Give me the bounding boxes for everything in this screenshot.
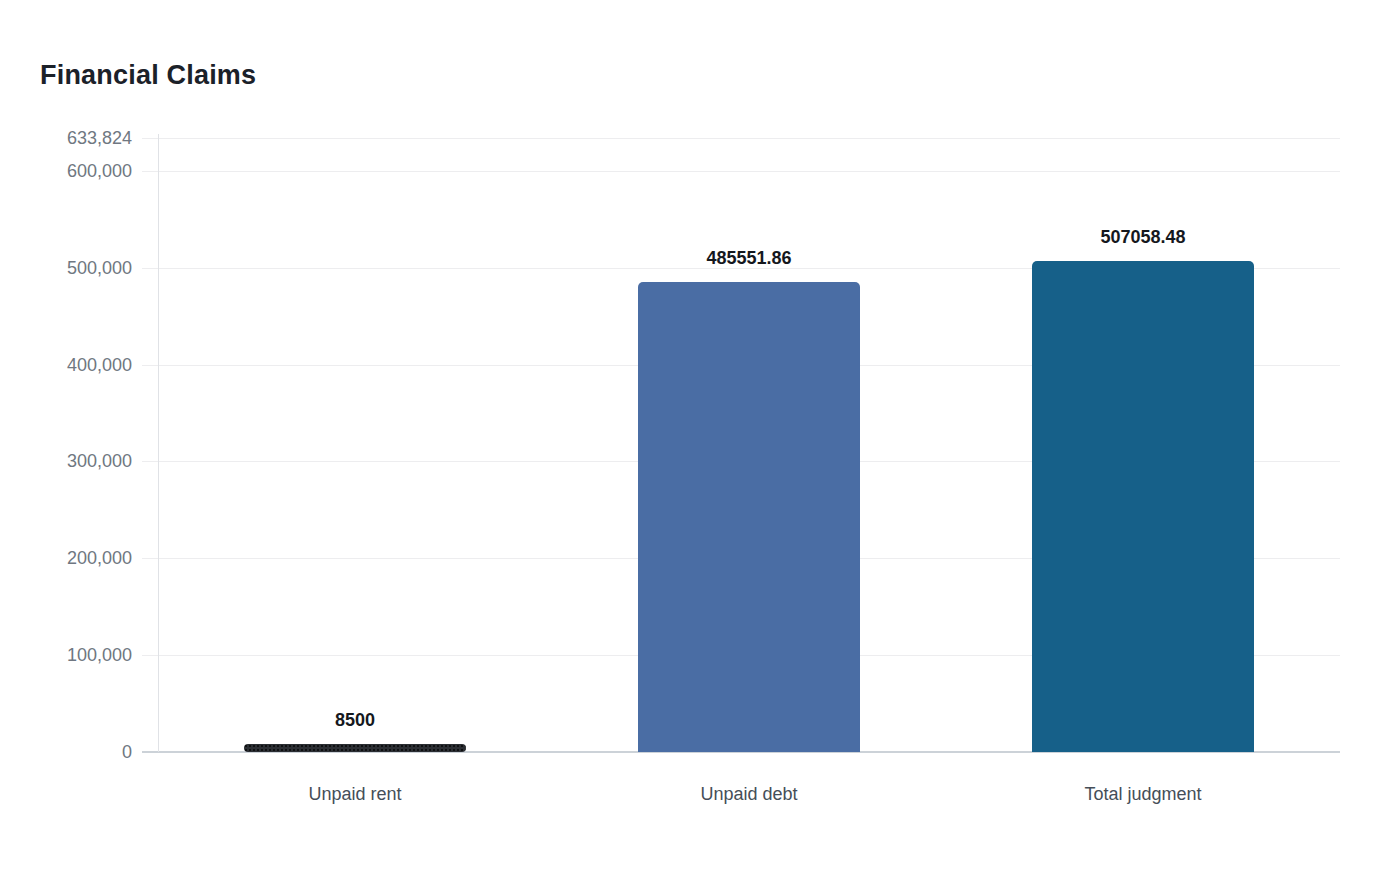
value-label: 485551.86 [552,248,946,269]
y-tick-label: 200,000 [0,547,132,569]
y-tick-label: 500,000 [0,257,132,279]
y-tick-label: 100,000 [0,644,132,666]
y-tick-label: 600,000 [0,160,132,182]
x-axis-label: Unpaid debt [552,784,946,805]
x-axis-labels: Unpaid rentUnpaid debtTotal judgment [158,784,1340,805]
chart-title: Financial Claims [40,60,256,91]
x-axis-label: Unpaid rent [158,784,552,805]
chart-page: Financial Claims 0 100,000 200,000 300,000 4… [0,0,1400,880]
bar-total-judgment[interactable] [1032,261,1254,752]
x-axis-label: Total judgment [946,784,1340,805]
bar-slot: 507058.48 [946,138,1340,752]
plot-area: 8500 485551.86507058.48 [158,138,1340,752]
y-axis-labels: 0100,000200,000300,000400,000500,000600,… [0,138,132,752]
y-tick-label: 0 [0,741,132,763]
y-tick-label: 400,000 [0,354,132,376]
bar-unpaid-debt[interactable] [638,282,860,752]
bar-slot: 8500 [158,138,552,752]
y-tick-label: 300,000 [0,450,132,472]
bar-slot: 485551.86 [552,138,946,752]
value-label: 507058.48 [946,227,1340,248]
y-tick-label: 633,824 [0,127,132,149]
value-label: 8500 [158,710,552,731]
bar-unpaid-rent[interactable] [244,744,466,752]
